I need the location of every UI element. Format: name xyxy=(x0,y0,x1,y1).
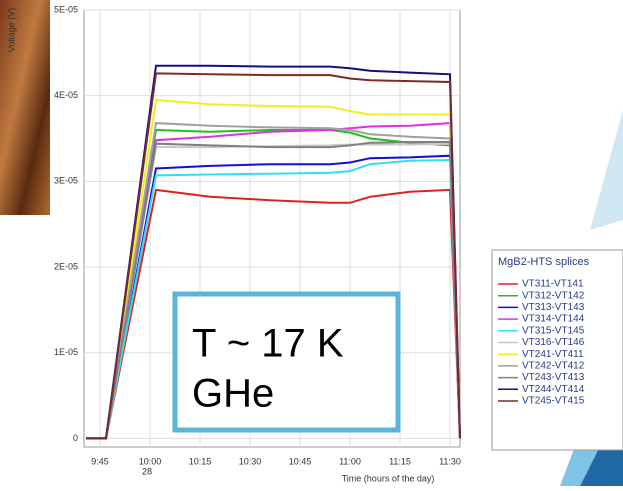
series-line xyxy=(86,98,461,440)
legend-label: VT245-VT415 xyxy=(522,396,585,407)
y-tick-label: 4E-05 xyxy=(54,90,78,100)
series-line xyxy=(86,188,461,440)
legend-label: VT314-VT144 xyxy=(522,314,585,325)
x-tick-label: 10:30 xyxy=(239,456,262,466)
legend-label: VT242-VT412 xyxy=(522,361,585,372)
annotation: T ~ 17 K xyxy=(192,322,344,366)
annotation-box xyxy=(172,291,401,433)
annotation: GHe xyxy=(192,372,274,416)
legend-label: VT313-VT143 xyxy=(522,302,585,313)
y-tick-label: 2E-05 xyxy=(54,261,78,271)
legend-label: VT316-VT146 xyxy=(522,337,585,348)
series-line xyxy=(86,158,461,440)
legend-label: VT241-VT411 xyxy=(522,349,584,360)
y-tick-label: 5E-05 xyxy=(54,4,78,14)
series-line xyxy=(86,141,461,440)
decoration xyxy=(590,110,623,230)
x-tick-label: 11:00 xyxy=(339,456,361,466)
day-label: 28 xyxy=(142,466,152,476)
y-tick-label: 0 xyxy=(73,433,78,443)
y-axis-label: Voltage (V) xyxy=(6,8,16,53)
legend-label: VT243-VT413 xyxy=(522,372,585,383)
series-line xyxy=(86,72,461,440)
series-line xyxy=(86,122,461,440)
legend-label: VT244-VT414 xyxy=(522,384,585,395)
x-tick-label: 9:45 xyxy=(91,456,109,466)
x-tick-label: 10:45 xyxy=(289,456,312,466)
x-tick-label: 11:15 xyxy=(389,456,411,466)
legend-label: VT315-VT145 xyxy=(522,325,585,336)
background-photo xyxy=(0,0,50,215)
legend-label: VT312-VT142 xyxy=(522,290,585,301)
x-tick-label: 10:00 xyxy=(139,456,162,466)
y-tick-label: 3E-05 xyxy=(54,176,78,186)
x-tick-label: 10:15 xyxy=(189,456,212,466)
y-tick-label: 1E-05 xyxy=(54,347,78,357)
legend-label: VT311-VT141 xyxy=(522,279,584,290)
legend-title: MgB2-HTS splices xyxy=(498,256,590,268)
x-tick-label: 11:30 xyxy=(439,456,461,466)
x-axis-label: Time (hours of the day) xyxy=(342,473,435,483)
